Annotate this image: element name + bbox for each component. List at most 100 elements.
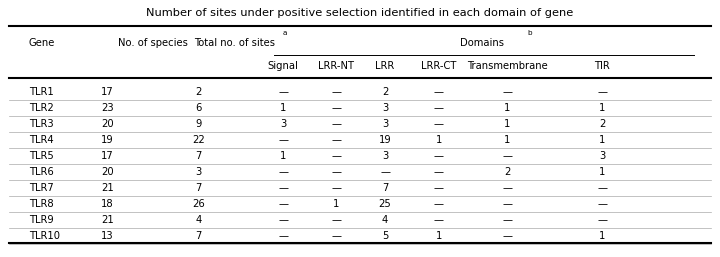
Text: —: — xyxy=(331,231,341,241)
Text: —: — xyxy=(434,167,444,177)
Text: 1: 1 xyxy=(599,231,606,241)
Text: TLR3: TLR3 xyxy=(29,119,53,129)
Text: —: — xyxy=(598,183,608,193)
Text: 18: 18 xyxy=(102,199,114,209)
Text: —: — xyxy=(502,151,512,161)
Text: 19: 19 xyxy=(102,135,114,145)
Text: 25: 25 xyxy=(379,199,392,209)
Text: 20: 20 xyxy=(102,167,114,177)
Text: 13: 13 xyxy=(102,231,114,241)
Text: 1: 1 xyxy=(599,103,606,113)
Text: Number of sites under positive selection identified in each domain of gene: Number of sites under positive selection… xyxy=(146,8,574,18)
Text: 3: 3 xyxy=(196,167,202,177)
Text: —: — xyxy=(331,151,341,161)
Text: 7: 7 xyxy=(195,151,202,161)
Text: —: — xyxy=(278,231,288,241)
Text: 3: 3 xyxy=(382,119,388,129)
Text: Gene: Gene xyxy=(29,38,55,48)
Text: 7: 7 xyxy=(195,231,202,241)
Text: —: — xyxy=(598,199,608,209)
Text: Signal: Signal xyxy=(268,61,299,71)
Text: —: — xyxy=(278,135,288,145)
Text: 7: 7 xyxy=(195,183,202,193)
Text: 4: 4 xyxy=(196,215,202,225)
Text: —: — xyxy=(434,183,444,193)
Text: 21: 21 xyxy=(102,215,114,225)
Text: —: — xyxy=(434,151,444,161)
Text: TLR8: TLR8 xyxy=(29,199,53,209)
Text: 19: 19 xyxy=(379,135,392,145)
Text: LRR-NT: LRR-NT xyxy=(318,61,354,71)
Text: —: — xyxy=(278,183,288,193)
Text: 2: 2 xyxy=(382,87,388,97)
Text: TLR10: TLR10 xyxy=(29,231,60,241)
Text: 1: 1 xyxy=(504,119,510,129)
Text: —: — xyxy=(331,215,341,225)
Text: —: — xyxy=(598,215,608,225)
Text: 2: 2 xyxy=(195,87,202,97)
Text: —: — xyxy=(331,183,341,193)
Text: 3: 3 xyxy=(382,151,388,161)
Text: 2: 2 xyxy=(599,119,606,129)
Text: 6: 6 xyxy=(195,103,202,113)
Text: 1: 1 xyxy=(436,231,442,241)
Text: TLR9: TLR9 xyxy=(29,215,53,225)
Text: —: — xyxy=(502,231,512,241)
Text: —: — xyxy=(278,199,288,209)
Text: —: — xyxy=(502,215,512,225)
Text: 1: 1 xyxy=(504,135,510,145)
Text: 2: 2 xyxy=(504,167,510,177)
Text: TLR7: TLR7 xyxy=(29,183,53,193)
Text: —: — xyxy=(331,87,341,97)
Text: —: — xyxy=(331,135,341,145)
Text: TLR5: TLR5 xyxy=(29,151,53,161)
Text: 1: 1 xyxy=(599,167,606,177)
Text: —: — xyxy=(434,199,444,209)
Text: TLR1: TLR1 xyxy=(29,87,53,97)
Text: Transmembrane: Transmembrane xyxy=(467,61,547,71)
Text: —: — xyxy=(331,119,341,129)
Text: —: — xyxy=(434,119,444,129)
Text: —: — xyxy=(331,167,341,177)
Text: —: — xyxy=(502,183,512,193)
Text: 17: 17 xyxy=(102,151,114,161)
Text: —: — xyxy=(502,87,512,97)
Text: No. of species: No. of species xyxy=(118,38,188,48)
Text: 5: 5 xyxy=(382,231,388,241)
Text: a: a xyxy=(282,30,287,36)
Text: —: — xyxy=(502,199,512,209)
Text: TLR6: TLR6 xyxy=(29,167,53,177)
Text: —: — xyxy=(434,87,444,97)
Text: 1: 1 xyxy=(599,135,606,145)
Text: 3: 3 xyxy=(599,151,606,161)
Text: —: — xyxy=(434,103,444,113)
Text: TLR2: TLR2 xyxy=(29,103,53,113)
Text: 1: 1 xyxy=(280,151,287,161)
Text: 1: 1 xyxy=(504,103,510,113)
Text: —: — xyxy=(598,87,608,97)
Text: 9: 9 xyxy=(195,119,202,129)
Text: LRR-CT: LRR-CT xyxy=(421,61,456,71)
Text: b: b xyxy=(527,30,532,36)
Text: Total no. of sites: Total no. of sites xyxy=(194,38,275,48)
Text: —: — xyxy=(278,87,288,97)
Text: —: — xyxy=(434,215,444,225)
Text: Domains: Domains xyxy=(460,38,504,48)
Text: 4: 4 xyxy=(382,215,388,225)
Text: —: — xyxy=(278,167,288,177)
Text: 7: 7 xyxy=(382,183,388,193)
Text: 26: 26 xyxy=(192,199,205,209)
Text: 1: 1 xyxy=(333,199,340,209)
Text: 22: 22 xyxy=(192,135,205,145)
Text: —: — xyxy=(278,215,288,225)
Text: 1: 1 xyxy=(436,135,442,145)
Text: 21: 21 xyxy=(102,183,114,193)
Text: —: — xyxy=(380,167,390,177)
Text: 20: 20 xyxy=(102,119,114,129)
Text: TIR: TIR xyxy=(595,61,611,71)
Text: 3: 3 xyxy=(280,119,287,129)
Text: 1: 1 xyxy=(280,103,287,113)
Text: 3: 3 xyxy=(382,103,388,113)
Text: TLR4: TLR4 xyxy=(29,135,53,145)
Text: 23: 23 xyxy=(102,103,114,113)
